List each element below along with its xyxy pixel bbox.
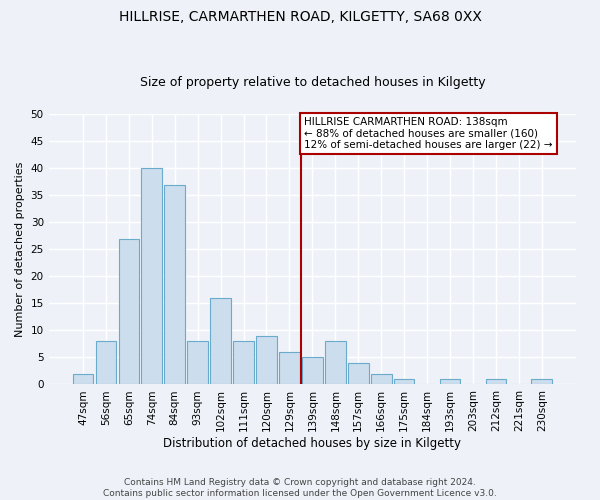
Bar	[279, 352, 300, 384]
Bar	[256, 336, 277, 384]
Bar	[233, 341, 254, 384]
Text: HILLRISE CARMARTHEN ROAD: 138sqm
← 88% of detached houses are smaller (160)
12% : HILLRISE CARMARTHEN ROAD: 138sqm ← 88% o…	[304, 117, 553, 150]
Bar	[164, 184, 185, 384]
Bar	[325, 341, 346, 384]
Bar	[187, 341, 208, 384]
Bar	[95, 341, 116, 384]
Bar	[485, 379, 506, 384]
Bar	[371, 374, 392, 384]
Bar	[394, 379, 415, 384]
Bar	[73, 374, 93, 384]
Text: Contains HM Land Registry data © Crown copyright and database right 2024.
Contai: Contains HM Land Registry data © Crown c…	[103, 478, 497, 498]
Bar	[348, 363, 368, 384]
Bar	[210, 298, 231, 384]
Bar	[440, 379, 460, 384]
Y-axis label: Number of detached properties: Number of detached properties	[15, 162, 25, 337]
Bar	[532, 379, 552, 384]
Title: Size of property relative to detached houses in Kilgetty: Size of property relative to detached ho…	[140, 76, 485, 90]
Text: HILLRISE, CARMARTHEN ROAD, KILGETTY, SA68 0XX: HILLRISE, CARMARTHEN ROAD, KILGETTY, SA6…	[119, 10, 481, 24]
Bar	[119, 238, 139, 384]
Bar	[142, 168, 162, 384]
Bar	[302, 358, 323, 384]
X-axis label: Distribution of detached houses by size in Kilgetty: Distribution of detached houses by size …	[163, 437, 461, 450]
